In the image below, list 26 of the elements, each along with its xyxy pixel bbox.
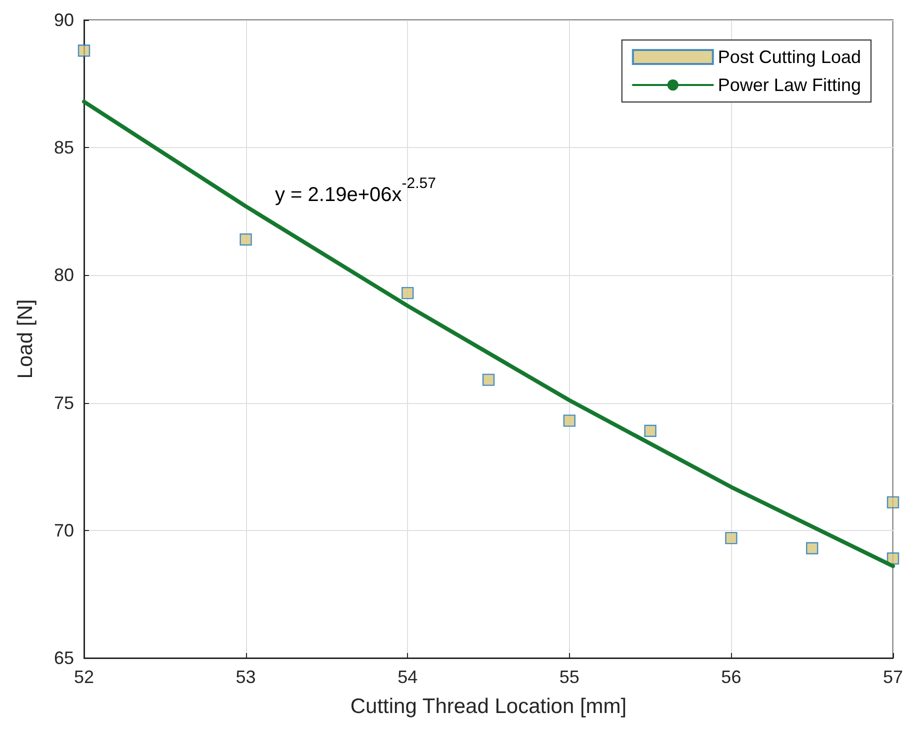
point [886, 496, 900, 508]
y-axis-title: Load [N] [14, 299, 37, 379]
point [78, 44, 90, 57]
point [644, 424, 656, 437]
y-tick-label: 65 [54, 648, 74, 668]
x-tick-label: 53 [236, 667, 256, 687]
line-series [82, 100, 895, 568]
point [482, 374, 495, 386]
x-tick-label: 57 [882, 667, 904, 687]
y-tick-label: 85 [54, 138, 74, 158]
x-tick-label: 56 [721, 667, 742, 687]
y-tick-label: 70 [54, 520, 74, 540]
point [563, 414, 576, 427]
point [240, 233, 252, 246]
point [806, 542, 818, 554]
y-tick-label: 80 [54, 265, 74, 286]
point [402, 286, 414, 300]
x-axis-title: Cutting Thread Location [mm] [350, 695, 627, 718]
y-tick-label: 75 [54, 392, 74, 413]
x-tick-label: 54 [398, 667, 418, 687]
legend-label: Post Cutting Load [718, 47, 862, 67]
x-tick-label: 52 [74, 667, 94, 687]
legend-label: Power Law Fitting [718, 75, 861, 95]
y-tick-label: 90 [54, 10, 74, 30]
x-tick-label: 55 [559, 667, 580, 687]
point [725, 532, 738, 544]
